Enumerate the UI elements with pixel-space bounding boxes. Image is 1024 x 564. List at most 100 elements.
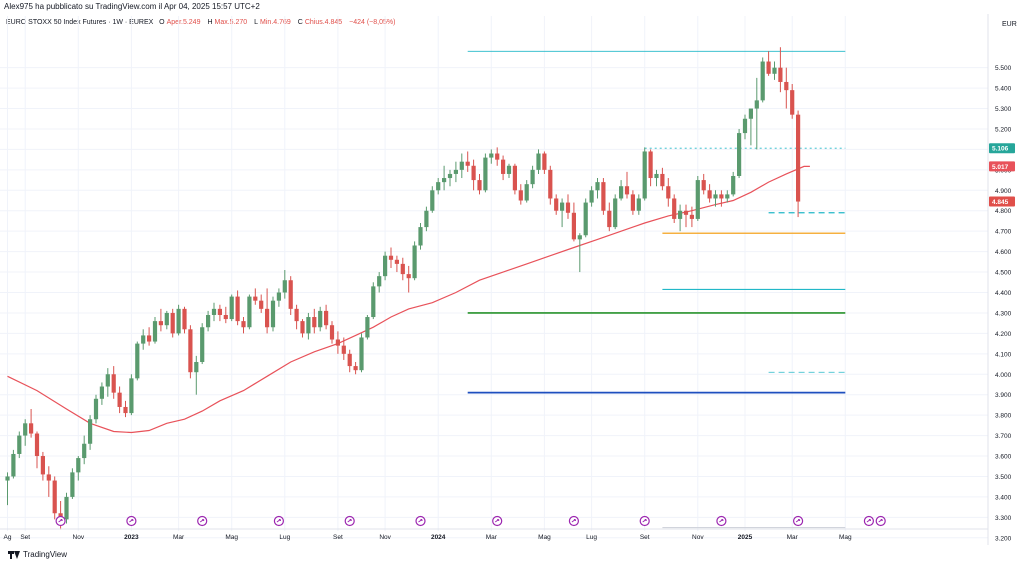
event-marker-icon[interactable] (492, 515, 503, 527)
price-tick-label: 3.200 (995, 535, 1012, 542)
event-marker-icon[interactable] (568, 515, 580, 527)
candle-body (11, 453, 16, 477)
event-markers[interactable] (55, 515, 886, 527)
candle (530, 165, 535, 189)
candle (737, 128, 742, 179)
high-label: H (207, 19, 213, 26)
candle (129, 374, 134, 416)
event-marker-arrow (494, 519, 500, 523)
candle-body (737, 133, 742, 176)
candle-body (766, 61, 771, 74)
candle-body (719, 194, 724, 199)
event-marker-icon[interactable] (875, 515, 886, 527)
candle-body (778, 67, 783, 82)
candle-body (105, 374, 110, 387)
event-marker-icon[interactable] (344, 515, 355, 527)
price-tick-label: 4.500 (995, 270, 1012, 277)
candle-body (294, 308, 299, 322)
candle-body (206, 314, 211, 328)
candle (377, 272, 382, 293)
candle (34, 431, 40, 469)
candle-body (306, 317, 311, 334)
candle (713, 190, 718, 207)
candle-body (660, 173, 665, 187)
candle-body (300, 321, 305, 334)
candle-body (436, 182, 441, 191)
candle (465, 151, 470, 172)
candle (40, 451, 45, 481)
event-marker-icon[interactable] (126, 515, 137, 527)
candle (624, 171, 630, 199)
price-tick-label: 4.200 (995, 331, 1012, 338)
candle (105, 368, 110, 397)
candle-body (200, 327, 205, 362)
price-tag: 5.106 (989, 143, 1015, 154)
horizontal-levels (467, 50, 846, 529)
price-tick-label: 5.200 (995, 126, 1012, 133)
event-marker-icon[interactable] (197, 515, 208, 527)
price-tick-label: 5.400 (995, 86, 1012, 93)
candle (689, 206, 694, 228)
candle (211, 302, 217, 322)
event-marker-icon[interactable] (863, 515, 875, 527)
candle-body (630, 194, 635, 211)
candle-body (70, 472, 75, 497)
candle-body (270, 300, 276, 328)
event-marker-icon[interactable] (415, 515, 426, 527)
candle-body (64, 496, 69, 520)
candle (288, 276, 293, 315)
candle (312, 308, 317, 334)
candle (64, 492, 69, 524)
candle-body (589, 190, 594, 203)
candle-body (424, 210, 429, 228)
low-value: Min.4.769 (260, 19, 291, 26)
event-marker-icon[interactable] (273, 515, 284, 527)
symbol-name: EURO STOXX 50 Index Futures · 1W · EUREX (6, 19, 154, 26)
candle (560, 198, 565, 228)
candle-body (383, 255, 388, 277)
candle-body (412, 245, 417, 279)
candle (253, 288, 258, 305)
price-tag-text: 5.017 (992, 164, 1009, 171)
candle (117, 386, 122, 414)
time-axis[interactable]: Ag Set Nov 2023 Mar Mag Lug Set Nov 2024 Mar Mag Lug… (0, 528, 988, 541)
candle (501, 155, 506, 181)
candle-body (784, 81, 789, 91)
event-marker-icon[interactable] (716, 515, 727, 527)
candle-body (23, 423, 28, 436)
price-tick-label: 5.300 (995, 106, 1012, 113)
moving-average (7, 165, 810, 434)
candle (471, 159, 476, 191)
candle (70, 468, 75, 499)
event-marker-arrow (719, 519, 724, 523)
event-marker-icon[interactable] (792, 515, 804, 527)
candle-body (99, 386, 104, 399)
candle (99, 382, 104, 405)
price-axis[interactable]: EUR 3.200 3.300 3.400 3.500 3.600 3.700 3.800 3.… (987, 14, 1017, 545)
candle (229, 294, 234, 322)
candle-body (790, 90, 795, 115)
candle-body (46, 474, 51, 481)
candle-body (624, 186, 630, 195)
event-marker-icon[interactable] (639, 515, 650, 527)
candle-body (501, 159, 506, 174)
candle-body (453, 169, 458, 174)
candle (406, 265, 411, 293)
candle (772, 61, 777, 80)
candle (141, 329, 146, 350)
event-marker-icon[interactable] (55, 515, 66, 527)
time-tick-label: 2024 (431, 534, 446, 541)
candle-body (123, 406, 128, 414)
price-tick-label: 4.800 (995, 208, 1012, 215)
candle (642, 147, 647, 201)
candle-body (52, 480, 57, 514)
tradingview-logo[interactable]: TradingView (8, 550, 67, 559)
candle-body (695, 180, 700, 219)
candle (412, 241, 417, 281)
candle (595, 178, 600, 199)
price-tag: 5.017 (989, 161, 1015, 172)
candle-body (560, 202, 565, 211)
candle (29, 409, 34, 438)
candle-body (158, 321, 163, 326)
